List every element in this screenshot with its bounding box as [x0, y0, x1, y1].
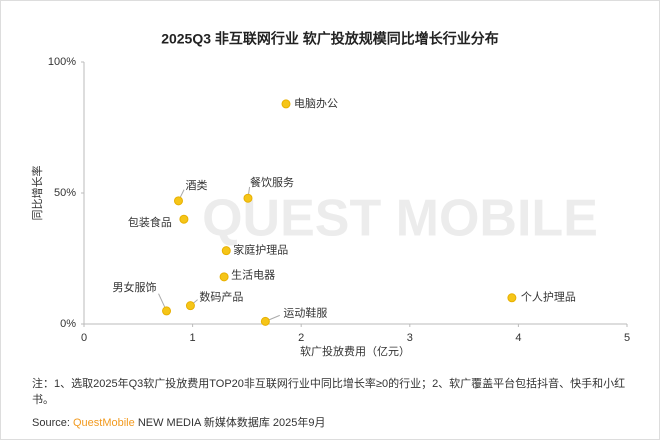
point-label: 个人护理品 — [521, 290, 576, 304]
point — [185, 301, 195, 311]
point-label: 生活电器 — [231, 268, 275, 282]
x-axis-title: 软广投放费用（亿元） — [300, 344, 410, 358]
y-tick-label: 0% — [60, 318, 76, 330]
x-tick-label: 3 — [407, 332, 413, 344]
point-label: 餐饮服务 — [250, 175, 294, 189]
source-rest: NEW MEDIA 新媒体数据库 2025年9月 — [137, 417, 326, 429]
point — [507, 293, 517, 303]
point-label: 酒类 — [185, 178, 207, 192]
point — [281, 99, 291, 109]
y-tick-label: 100% — [48, 56, 76, 68]
point — [162, 306, 172, 316]
point-label: 包装食品 — [128, 215, 172, 229]
point — [221, 246, 231, 256]
chart-title: 2025Q3 非互联网行业 软广投放规模同比增长行业分布 — [161, 31, 499, 47]
x-tick-label: 4 — [515, 332, 521, 344]
y-axis-title: 同比增长率 — [30, 166, 44, 221]
point — [243, 193, 253, 203]
y-tick-label: 50% — [54, 187, 76, 199]
x-tick-label: 2 — [298, 332, 304, 344]
footnote: 注：1、选取2025年Q3软广投放费用TOP20非互联网行业中同比增长率≥0的行… — [32, 378, 626, 406]
source-brand: QuestMobile — [72, 417, 135, 429]
source: Source: QuestMobile NEW MEDIA 新媒体数据库 202… — [32, 414, 325, 430]
point — [179, 214, 189, 224]
watermark: QUEST MOBILE — [202, 190, 598, 248]
x-tick-label: 1 — [190, 332, 196, 344]
point-label: 男女服饰 — [113, 280, 157, 294]
source-prefix: Source: — [32, 417, 70, 429]
x-tick-label: 0 — [81, 332, 87, 344]
point — [260, 316, 270, 326]
point-label: 运动鞋服 — [283, 305, 327, 319]
point — [173, 196, 183, 206]
point-label: 数码产品 — [199, 290, 243, 304]
point-label: 电脑办公 — [294, 97, 338, 110]
point-label: 家庭护理品 — [233, 243, 288, 257]
point — [219, 272, 229, 282]
x-tick-label: 5 — [624, 332, 630, 344]
